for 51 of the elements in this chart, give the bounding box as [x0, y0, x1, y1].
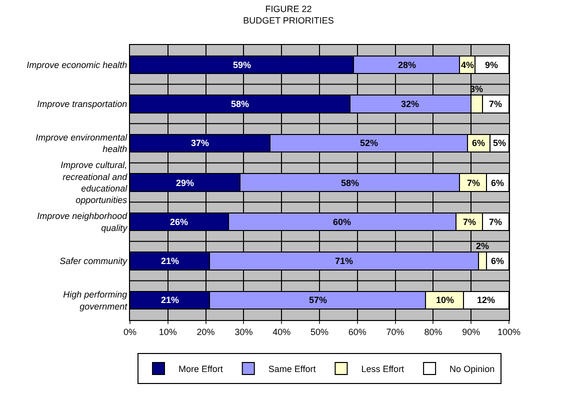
data-label: 7% [489, 99, 502, 109]
legend-label: Less Effort [361, 364, 405, 374]
data-label: 4% [461, 60, 474, 70]
data-label: 7% [489, 217, 502, 227]
x-tick-label: 30% [234, 326, 253, 337]
legend-label: More Effort [178, 364, 224, 374]
y-tick-label: Improve environmental health [36, 132, 128, 154]
data-label: 58% [231, 99, 250, 109]
data-label: 12% [477, 295, 496, 305]
data-label: 10% [436, 295, 454, 305]
x-tick-label: 70% [386, 326, 404, 337]
data-label: 57% [309, 295, 328, 305]
data-label: 2% [476, 241, 490, 251]
data-label: 7% [467, 178, 480, 188]
x-tick-label: 80% [424, 326, 442, 337]
y-tick-label: High performing government [63, 290, 128, 312]
data-label: 32% [401, 99, 420, 109]
y-tick-label: Improve neighborhood quality [37, 211, 128, 233]
x-tick-label: 40% [272, 326, 291, 337]
data-label: 9% [485, 60, 498, 70]
data-label: 28% [398, 60, 416, 70]
x-tick-label: 10% [158, 326, 177, 337]
data-label: 26% [170, 217, 188, 227]
y-tick-label: Improve cultural, recreational and educational opportunities [60, 160, 128, 206]
data-label: 21% [161, 295, 180, 305]
legend-label: No Opinion [450, 364, 495, 374]
chart-title: FIGURE 22 [265, 4, 312, 14]
legend-label: Same Effort [268, 364, 316, 374]
y-tick-label: Improve transportation [37, 99, 128, 110]
chart-subtitle: BUDGET PRIORITIES [243, 16, 334, 26]
data-label: 6% [491, 178, 504, 188]
data-label: 6% [491, 256, 504, 266]
data-label: 58% [341, 178, 360, 188]
x-tick-label: 0% [123, 326, 137, 337]
data-label: 6% [472, 138, 486, 148]
data-label: 5% [493, 138, 506, 148]
y-tick-label: Safer community [60, 256, 128, 266]
data-label: 71% [335, 256, 354, 266]
x-tick-label: 20% [196, 326, 215, 337]
data-label: 7% [463, 217, 476, 227]
x-tick-label: 50% [310, 326, 329, 337]
x-tick-label: 90% [462, 326, 480, 337]
data-label: 59% [233, 60, 252, 70]
data-label: 60% [333, 217, 352, 227]
data-label: 21% [161, 256, 180, 266]
x-tick-label: 60% [348, 326, 366, 337]
data-label: 52% [360, 138, 378, 148]
data-label: 29% [176, 178, 194, 188]
y-tick-label: Improve economic health [26, 60, 128, 70]
data-label: 37% [191, 138, 210, 148]
x-tick-label: 100% [497, 326, 521, 337]
